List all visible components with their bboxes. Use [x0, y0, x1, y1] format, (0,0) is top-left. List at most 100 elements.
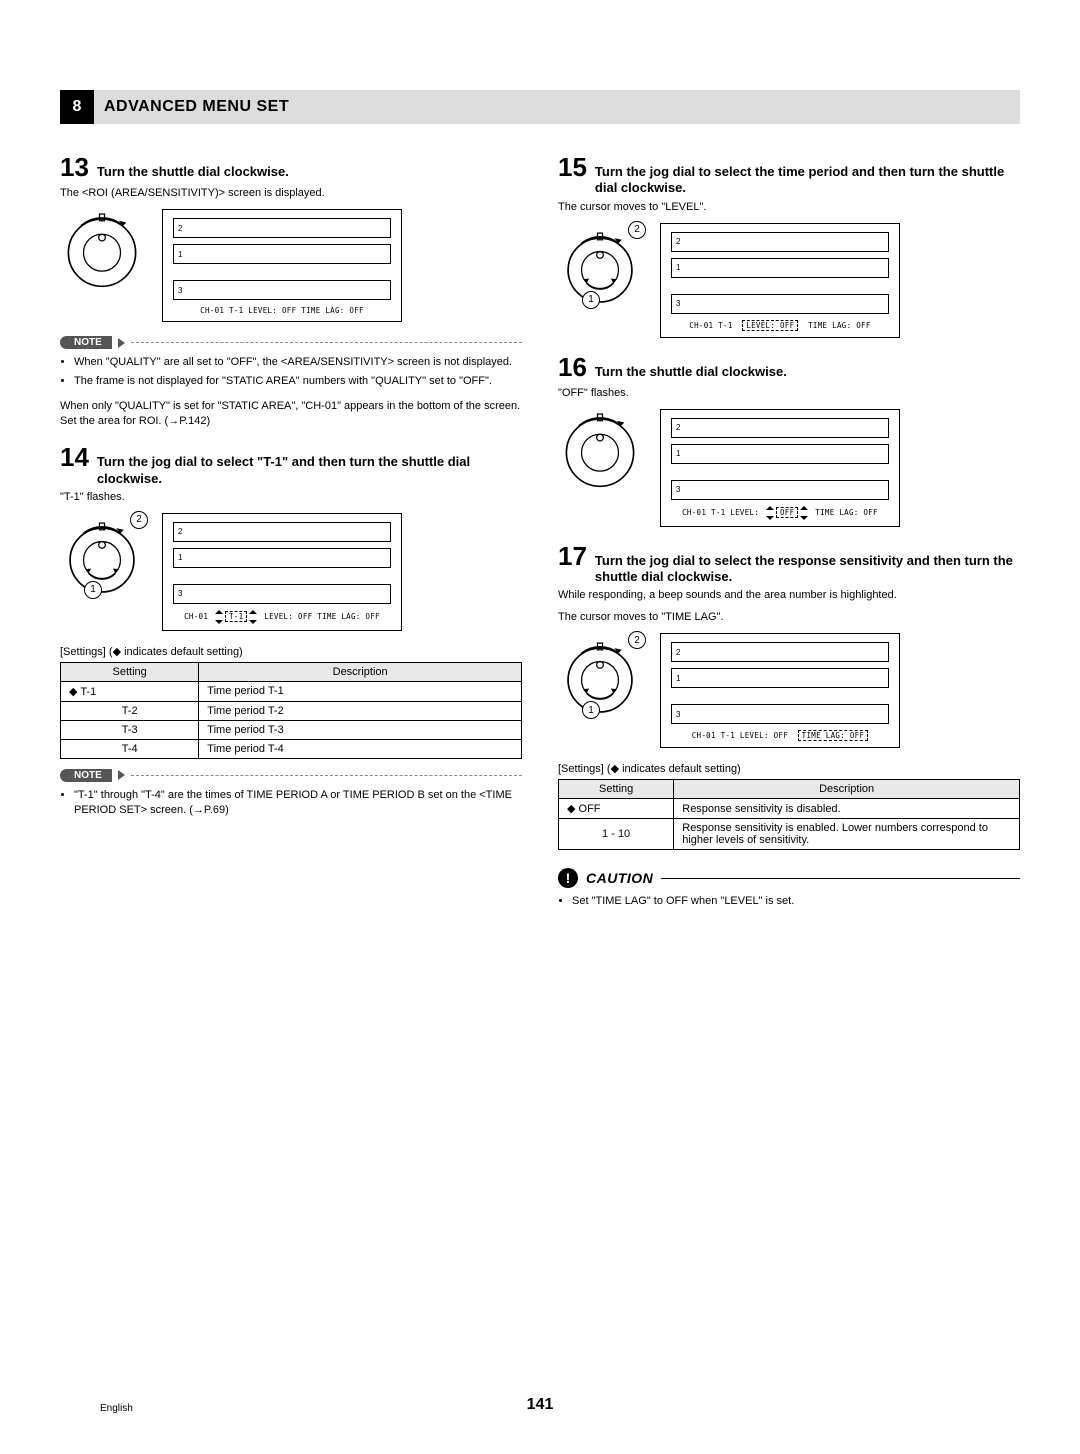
- table-caption: [Settings] (◆ indicates default setting): [558, 762, 1020, 775]
- page-number: 141: [0, 1396, 1080, 1414]
- note-rule: [131, 342, 522, 343]
- screen-area: 3: [173, 280, 391, 300]
- screen-area: 2: [671, 232, 889, 252]
- step-number: 13: [60, 152, 89, 183]
- step-15-head: 15 Turn the jog dial to select the time …: [558, 152, 1020, 197]
- screen-caption: CH-01 T-1 LEVEL: OFF TIME LAG: OFF: [671, 506, 889, 520]
- table-row: T-4Time period T-4: [61, 739, 522, 758]
- caution-icon: !: [558, 868, 578, 888]
- caution-header: ! CAUTION: [558, 868, 1020, 888]
- note-item: The frame is not displayed for "STATIC A…: [74, 374, 522, 389]
- shuttle-dial-icon: [558, 409, 642, 493]
- step-17-head: 17 Turn the jog dial to select the respo…: [558, 541, 1020, 586]
- select-arrows-icon: [247, 610, 259, 624]
- step-subtext: The <ROI (AREA/SENSITIVITY)> screen is d…: [60, 187, 522, 199]
- left-column: 13 Turn the shuttle dial clockwise. The …: [60, 152, 522, 913]
- screen-area: 2: [671, 642, 889, 662]
- jog-shuttle-dial-icon: 2 1: [558, 223, 642, 307]
- screen-14: 2 1 3 CH-01 T-1 LEVEL: OFF TIME LAG: OFF: [162, 513, 402, 631]
- note-rule: [131, 775, 522, 776]
- note-header: NOTE: [60, 336, 522, 349]
- figure-14: 2 1 2 1 3 CH-01 T-1 LEVEL: OFF TIME LAG:…: [60, 513, 522, 631]
- table-header: Description: [199, 662, 522, 681]
- callout-1: 1: [84, 581, 102, 599]
- table-header: Description: [674, 780, 1020, 799]
- screen-caption: CH-01 T-1 LEVEL: OFF TIME LAG: OFF: [671, 320, 889, 331]
- step-number: 16: [558, 352, 587, 383]
- note-label: NOTE: [60, 769, 112, 782]
- shuttle-dial-icon: [60, 209, 144, 293]
- screen-area: 1: [173, 548, 391, 568]
- screen-area: 1: [671, 668, 889, 688]
- table-caption: [Settings] (◆ indicates default setting): [60, 645, 522, 658]
- callout-1: 1: [582, 701, 600, 719]
- section-title: ADVANCED MENU SET: [104, 98, 289, 116]
- screen-16: 2 1 3 CH-01 T-1 LEVEL: OFF TIME LAG: OFF: [660, 409, 900, 527]
- note-item: When "QUALITY" are all set to "OFF", the…: [74, 355, 522, 370]
- caption-suffix: TIME LAG: OFF: [815, 508, 878, 517]
- step-title: Turn the shuttle dial clockwise.: [97, 164, 289, 180]
- screen-caption: CH-01 T-1 LEVEL: OFF TIME LAG: OFF: [173, 306, 391, 315]
- screen-area: 1: [173, 244, 391, 264]
- note-arrow-icon: [118, 338, 125, 348]
- caption-suffix: LEVEL: OFF TIME LAG: OFF: [264, 612, 380, 621]
- caution-rule: [661, 878, 1020, 879]
- step-number: 14: [60, 442, 89, 473]
- callout-2: 2: [628, 631, 646, 649]
- caption-prefix: CH-01 T-1: [689, 321, 732, 330]
- step-subtext: The cursor moves to "TIME LAG".: [558, 611, 1020, 623]
- table-row: ◆ OFFResponse sensitivity is disabled.: [559, 799, 1020, 819]
- caption-prefix: CH-01: [184, 612, 208, 621]
- note-header: NOTE: [60, 769, 522, 782]
- table-header: Setting: [559, 780, 674, 799]
- callout-2: 2: [628, 221, 646, 239]
- jog-shuttle-dial-icon: 2 1: [558, 633, 642, 717]
- figure-13: 2 1 3 CH-01 T-1 LEVEL: OFF TIME LAG: OFF: [60, 209, 522, 322]
- step-subtext: The cursor moves to "LEVEL".: [558, 201, 1020, 213]
- screen-13: 2 1 3 CH-01 T-1 LEVEL: OFF TIME LAG: OFF: [162, 209, 402, 322]
- right-column: 15 Turn the jog dial to select the time …: [558, 152, 1020, 913]
- note-list: "T-1" through "T-4" are the times of TIM…: [60, 788, 522, 818]
- step-title: Turn the jog dial to select "T-1" and th…: [97, 454, 522, 487]
- caption-selected: T-1: [225, 611, 247, 622]
- section-header: 8 ADVANCED MENU SET: [60, 90, 1020, 124]
- screen-area: 2: [173, 522, 391, 542]
- step-16-head: 16 Turn the shuttle dial clockwise.: [558, 352, 1020, 383]
- screen-17: 2 1 3 CH-01 T-1 LEVEL: OFF TIME LAG: OFF: [660, 633, 900, 748]
- caution-label: CAUTION: [586, 870, 653, 886]
- screen-area: 2: [173, 218, 391, 238]
- figure-17: 2 1 2 1 3 CH-01 T-1 LEVEL: OFF TIME LAG:…: [558, 633, 1020, 748]
- screen-area: 2: [671, 418, 889, 438]
- select-arrows-icon: [764, 506, 776, 520]
- note-list: When "QUALITY" are all set to "OFF", the…: [60, 355, 522, 389]
- screen-caption: CH-01 T-1 LEVEL: OFF TIME LAG: OFF: [671, 730, 889, 741]
- step-number: 17: [558, 541, 587, 572]
- note-label: NOTE: [60, 336, 112, 349]
- caption-suffix: TIME LAG: OFF: [808, 321, 871, 330]
- figure-15: 2 1 2 1 3 CH-01 T-1 LEVEL: OFF TIME LAG:…: [558, 223, 1020, 338]
- table-row: T-3Time period T-3: [61, 720, 522, 739]
- screen-area: 3: [671, 480, 889, 500]
- select-arrows-icon: [798, 506, 810, 520]
- step-subtext: "T-1" flashes.: [60, 491, 522, 503]
- table-header: Setting: [61, 662, 199, 681]
- step-subtext: "OFF" flashes.: [558, 387, 1020, 399]
- caption-prefix: CH-01 T-1 LEVEL: OFF: [692, 731, 788, 740]
- screen-area: 3: [671, 704, 889, 724]
- screen-area: 3: [671, 294, 889, 314]
- step-subtext: While responding, a beep sounds and the …: [558, 589, 1020, 601]
- figure-16: 2 1 3 CH-01 T-1 LEVEL: OFF TIME LAG: OFF: [558, 409, 1020, 527]
- step-title: Turn the jog dial to select the response…: [595, 553, 1020, 586]
- caption-prefix: CH-01 T-1 LEVEL:: [682, 508, 759, 517]
- settings-table-14: SettingDescription ◆ T-1Time period T-1 …: [60, 662, 522, 759]
- screen-area: 1: [671, 258, 889, 278]
- note-arrow-icon: [118, 770, 125, 780]
- select-arrows-icon: [213, 610, 225, 624]
- screen-area: 1: [671, 444, 889, 464]
- columns: 13 Turn the shuttle dial clockwise. The …: [60, 152, 1020, 913]
- screen-caption: CH-01 T-1 LEVEL: OFF TIME LAG: OFF: [173, 610, 391, 624]
- paragraph: When only "QUALITY" is set for "STATIC A…: [60, 399, 522, 429]
- table-row: 1 - 10Response sensitivity is enabled. L…: [559, 819, 1020, 850]
- step-13-head: 13 Turn the shuttle dial clockwise.: [60, 152, 522, 183]
- caption-selected: LEVEL: OFF: [742, 320, 798, 331]
